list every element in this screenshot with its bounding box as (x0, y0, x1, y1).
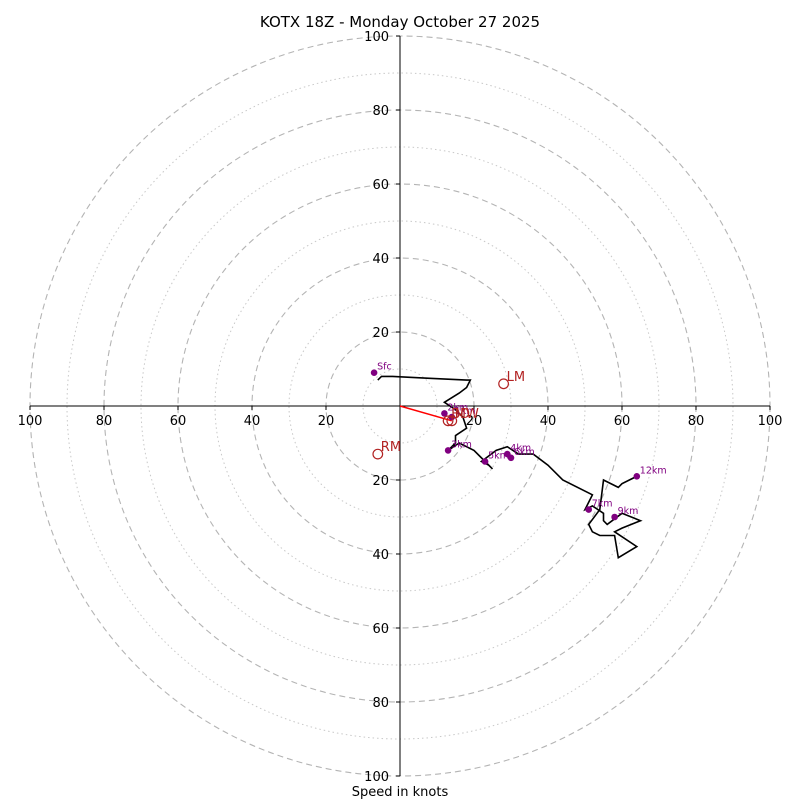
height-marker-dot (444, 447, 452, 454)
height-marker-label: 2km (447, 402, 468, 413)
storm-motion: BD (442, 407, 470, 427)
chart-title: KOTX 18Z - Monday October 27 2025 (260, 13, 540, 31)
y-tick-label: 100 (364, 770, 389, 785)
y-tick-label: 60 (372, 622, 389, 637)
x-tick-label: 100 (18, 414, 43, 429)
shear-vector (399, 405, 453, 422)
x-tick-label: 80 (688, 414, 705, 429)
height-marker-label: Sfc (377, 362, 392, 373)
height-marker-label: 9km (618, 506, 639, 517)
y-tick-label: 20 (372, 326, 389, 341)
x-tick-label: 60 (614, 414, 631, 429)
storm-motion-label: LM (507, 370, 525, 385)
storm-motion-circle (372, 448, 384, 460)
y-tick-label: 40 (372, 252, 389, 267)
height-marker-label: 3km (451, 439, 472, 450)
x-tick-label: 60 (170, 414, 187, 429)
y-tick-label: 80 (372, 104, 389, 119)
height-marker: 6km (507, 447, 535, 462)
x-axis-label: Speed in knots (352, 785, 449, 800)
height-marker: 2km (441, 402, 468, 417)
height-marker-label: 7km (592, 499, 613, 510)
storm-motion: MW (446, 407, 479, 427)
height-marker: 12km (633, 465, 667, 480)
storm-motion-label: BD (451, 407, 470, 422)
height-marker-dot (370, 369, 378, 377)
y-tick-label: 20 (372, 474, 389, 489)
x-tick-label: 40 (540, 414, 557, 429)
height-marker-dot (585, 506, 592, 513)
height-marker-dot (507, 454, 515, 462)
height-marker-label: 4km (510, 443, 531, 454)
storm-motion-circle (446, 415, 458, 427)
storm-motion: RM (372, 440, 401, 460)
x-tick-label: 20 (318, 414, 335, 429)
storm-motion-circle (498, 378, 510, 390)
y-tick-label: 40 (372, 548, 389, 563)
y-tick-label: 80 (372, 696, 389, 711)
hodograph-trace (377, 375, 643, 559)
x-tick-label: 80 (96, 414, 113, 429)
height-marker: 7km (585, 499, 613, 513)
height-marker-dot (633, 473, 641, 480)
y-tick-label: 100 (364, 30, 389, 45)
height-marker-dot (481, 458, 489, 465)
storm-motion-label: MW (455, 407, 479, 422)
height-marker-label: 5km (488, 451, 509, 462)
storm-motion-label: RM (381, 440, 401, 455)
height-marker: 9km (611, 506, 639, 521)
x-tick-label: 100 (758, 414, 783, 429)
height-marker-label: 12km (640, 465, 667, 476)
x-tick-label: 40 (244, 414, 261, 429)
height-marker-label: 6km (514, 447, 535, 458)
height-marker-dot (441, 410, 448, 417)
height-marker-dot (611, 513, 618, 521)
height-marker-label: 1km (455, 406, 476, 417)
height-marker: 5km (481, 451, 509, 465)
x-tick-label: 20 (466, 414, 483, 429)
y-tick-label: 60 (372, 178, 389, 193)
storm-motion: LM (498, 370, 525, 390)
axis-ticks: 100 80 60 40 20 20 40 60 80 100 100 80 60 40 20 20 40 60 8… (18, 30, 783, 785)
storm-motion-circle (442, 415, 454, 427)
height-marker: 3km (444, 439, 472, 454)
height-marker: Sfc (370, 362, 392, 377)
